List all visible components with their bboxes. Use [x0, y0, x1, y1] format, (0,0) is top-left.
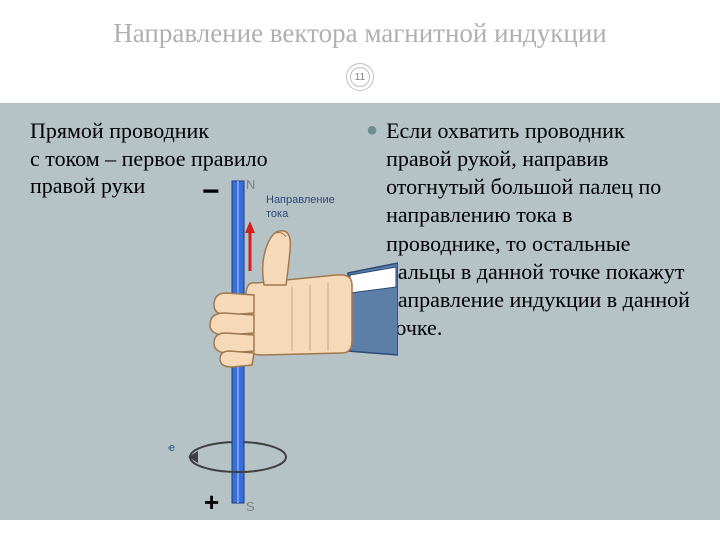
- right-body-text: Если охватить проводник правой рукой, на…: [386, 117, 690, 342]
- left-line2: с током – первое правило: [30, 146, 268, 171]
- south-label: S: [246, 499, 255, 514]
- right-hand-rule-diagram: N S − + Направление тока Магнитное поле: [168, 175, 398, 515]
- page-number-badge: 11: [0, 63, 720, 91]
- finger-3: [214, 333, 254, 353]
- left-line1: Прямой проводник: [30, 118, 209, 143]
- bullet-item: ● Если охватить проводник правой рукой, …: [366, 117, 690, 342]
- footer-strip: [0, 522, 720, 540]
- current-arrow-head: [245, 221, 255, 233]
- current-label-1: Направление: [266, 194, 335, 206]
- page-title: Направление вектора магнитной индукции: [30, 18, 690, 49]
- finger-4: [220, 351, 254, 367]
- hand-palm: [246, 275, 352, 355]
- finger-2: [210, 313, 254, 335]
- left-column: Прямой проводник с током – первое правил…: [30, 117, 360, 506]
- bullet-icon: ●: [366, 117, 378, 143]
- plus-sign: +: [204, 487, 219, 515]
- slide: Направление вектора магнитной индукции 1…: [0, 0, 720, 540]
- badge-outer-ring: 11: [346, 63, 374, 91]
- north-label: N: [246, 177, 255, 192]
- hand-thumb: [263, 231, 291, 285]
- current-label-2: тока: [266, 208, 289, 220]
- field-label-1: Магнитное: [168, 442, 175, 454]
- left-line3: правой руки: [30, 173, 145, 198]
- minus-sign: −: [202, 175, 220, 208]
- finger-1: [214, 293, 254, 315]
- right-column: ● Если охватить проводник правой рукой, …: [360, 117, 690, 506]
- badge-inner-ring: 11: [350, 67, 370, 87]
- title-area: Направление вектора магнитной индукции: [0, 0, 720, 57]
- content-area: Прямой проводник с током – первое правил…: [0, 101, 720, 522]
